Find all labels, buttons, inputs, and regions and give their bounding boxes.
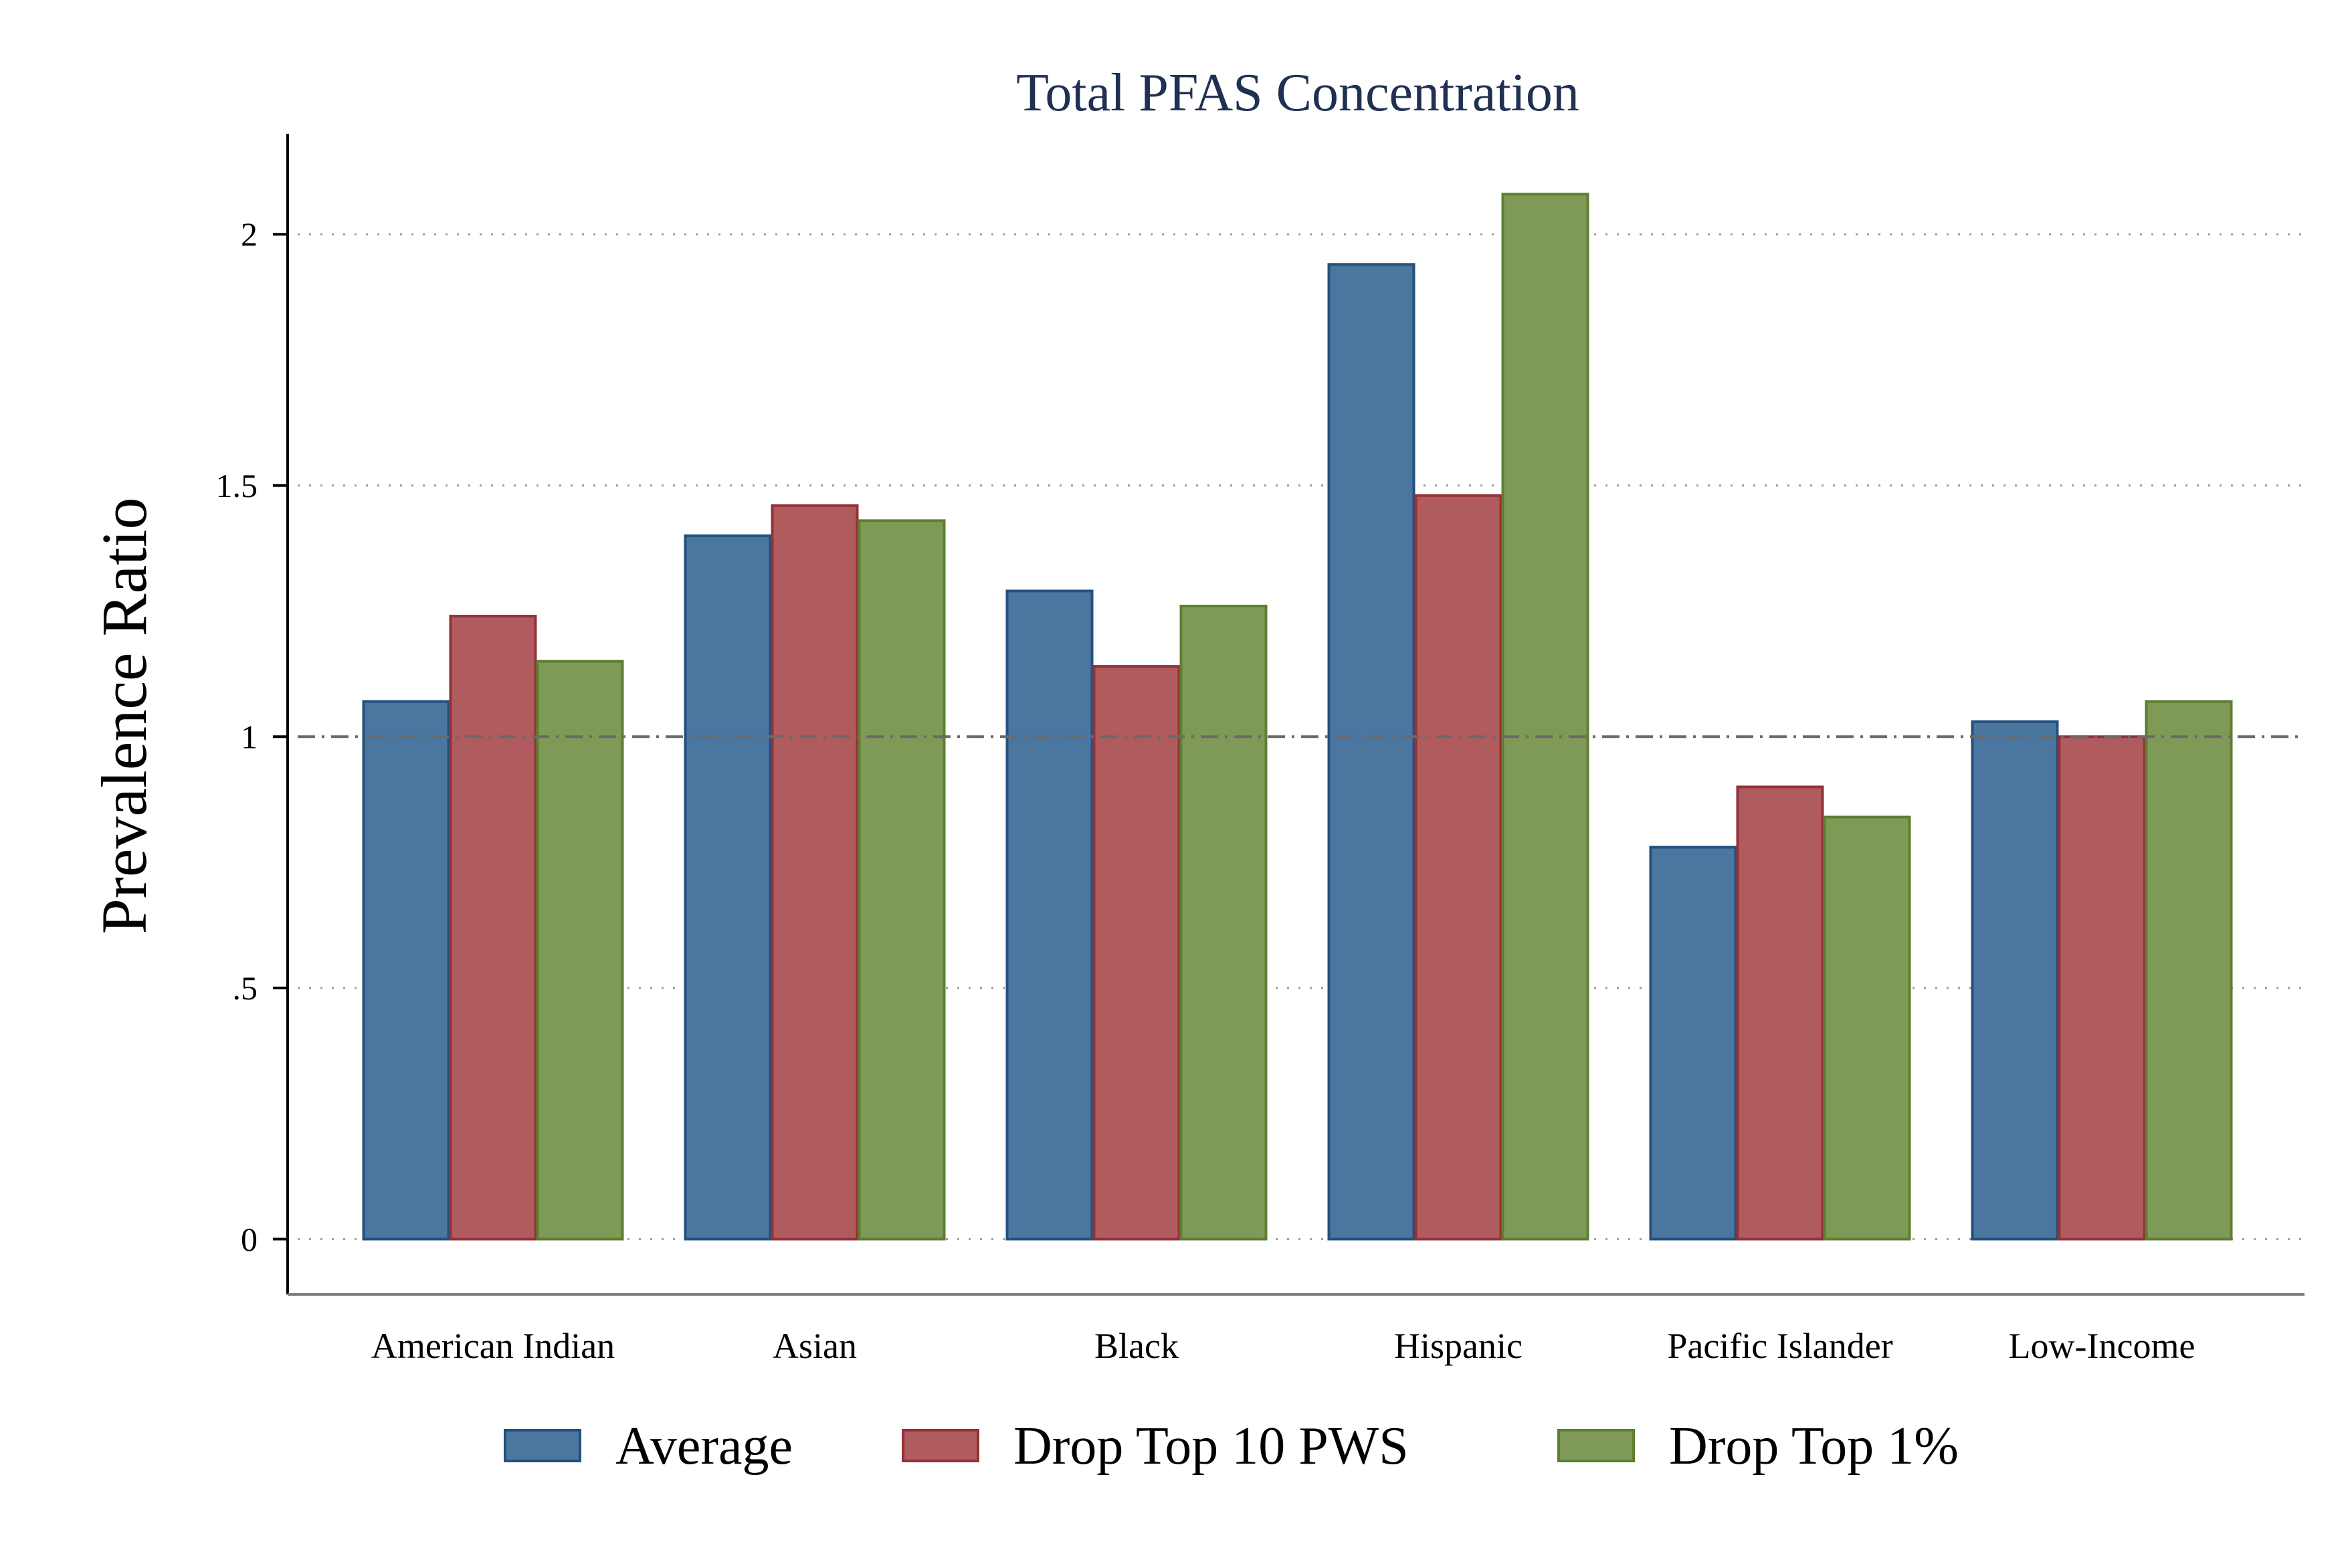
bar-2-1 — [1092, 665, 1181, 1241]
legend-label-2: Drop Top 1% — [1669, 1417, 1959, 1476]
x-tick-label-2: Black — [1094, 1326, 1179, 1366]
bar-2-2 — [1179, 605, 1268, 1241]
y-tick-label-3: 1.5 — [216, 467, 258, 504]
legend: Average Drop Top 10 PWS Drop Top 1% — [504, 1417, 1959, 1476]
y-axis-ticks: 0 .5 1 1.5 2 — [216, 215, 288, 1258]
x-axis-ticks: American Indian Asian Black Hispanic Pacific… — [371, 1326, 2195, 1366]
bar-4-2 — [1823, 815, 1911, 1241]
x-tick-label-3: Hispanic — [1394, 1326, 1523, 1366]
x-tick-label-1: Asian — [773, 1326, 857, 1366]
axes — [286, 134, 2305, 1296]
bar-2-0 — [1005, 589, 1094, 1241]
bar-1-0 — [684, 534, 772, 1241]
bar-3-2 — [1501, 193, 1589, 1241]
bars — [362, 193, 2233, 1241]
bar-3-0 — [1327, 263, 1415, 1241]
bar-1-2 — [858, 519, 946, 1241]
chart-title: Total PFAS Concentration — [1016, 64, 1579, 122]
bar-4-1 — [1736, 785, 1824, 1241]
bar-1-1 — [771, 504, 859, 1241]
y-tick-label-0: 0 — [241, 1220, 258, 1258]
y-tick-label-2: 1 — [241, 718, 258, 755]
legend-swatch-1 — [902, 1429, 979, 1462]
legend-label-0: Average — [615, 1417, 793, 1476]
y-tick-label-4: 2 — [241, 215, 258, 253]
grid-lines — [298, 233, 2305, 1240]
x-tick-label-0: American Indian — [371, 1326, 615, 1366]
x-tick-label-4: Pacific Islander — [1667, 1326, 1892, 1366]
bar-4-0 — [1649, 846, 1737, 1241]
bar-0-1 — [449, 615, 537, 1241]
bar-5-2 — [2145, 700, 2233, 1241]
x-tick-label-5: Low-Income — [2009, 1326, 2195, 1366]
bar-0-0 — [362, 700, 450, 1241]
bar-3-1 — [1414, 494, 1502, 1241]
bar-0-2 — [536, 660, 624, 1241]
bar-5-0 — [1971, 720, 2059, 1241]
legend-label-1: Drop Top 10 PWS — [1013, 1417, 1409, 1476]
legend-swatch-2 — [1557, 1429, 1635, 1462]
y-tick-label-1: .5 — [233, 969, 258, 1007]
y-axis-label: Prevalence Ratio — [88, 497, 160, 934]
bar-5-1 — [2058, 735, 2146, 1241]
legend-swatch-0 — [504, 1429, 581, 1462]
